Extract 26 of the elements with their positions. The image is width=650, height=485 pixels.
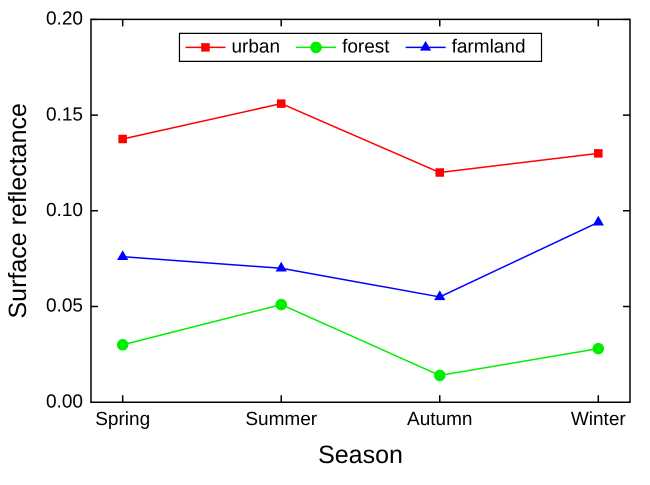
- x-tick-label: Spring: [95, 408, 150, 430]
- legend-label: farmland: [452, 36, 526, 58]
- y-tick-label: 0.00: [46, 391, 83, 412]
- point: [276, 262, 286, 272]
- x-tick-label: Summer: [245, 408, 318, 430]
- y-tick-label: 0.10: [46, 200, 83, 222]
- y-axis-title: Surface reflectance: [4, 103, 32, 319]
- point: [434, 370, 446, 382]
- point: [435, 168, 444, 177]
- y-tick-label: 0.15: [46, 104, 83, 126]
- point: [276, 99, 286, 108]
- y-tick-label: 0.05: [46, 296, 83, 317]
- point: [116, 339, 128, 351]
- legend-label: urban: [231, 36, 280, 58]
- point: [118, 134, 127, 144]
- point: [592, 342, 604, 354]
- point: [594, 149, 603, 158]
- point: [275, 298, 287, 310]
- legend-label: forest: [342, 36, 390, 58]
- point: [434, 291, 445, 300]
- x-tick-label: Winter: [570, 408, 626, 430]
- point: [593, 216, 604, 226]
- x-tick-label: Autumn: [407, 408, 472, 430]
- y-tick-label: 0.20: [46, 8, 83, 30]
- point: [118, 250, 128, 260]
- x-axis-title: Season: [318, 440, 403, 469]
